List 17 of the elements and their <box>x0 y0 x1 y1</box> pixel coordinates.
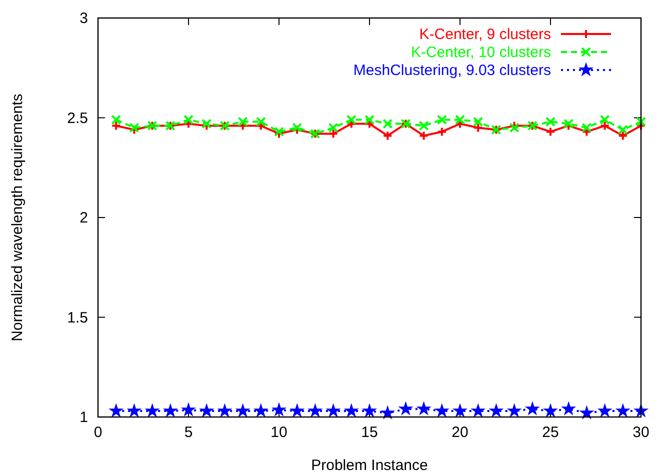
y-tick-label: 3 <box>80 10 88 27</box>
x-axis-title: Problem Instance <box>311 457 428 474</box>
x-tick-label: 15 <box>361 424 378 441</box>
y-tick-label: 1.5 <box>67 309 88 326</box>
y-tick-label: 2.5 <box>67 110 88 127</box>
x-tick-label: 5 <box>184 424 193 441</box>
y-tick-label: 1 <box>80 409 88 426</box>
legend-label: K-Center, 10 clusters <box>410 44 551 61</box>
x-tick-label: 0 <box>94 424 102 441</box>
y-axis-title: Normalized wavelength requirements <box>9 94 26 342</box>
x-tick-label: 30 <box>632 424 650 441</box>
y-tick-label: 2 <box>80 210 88 226</box>
legend-label: MeshClustering, 9.03 clusters <box>353 62 551 79</box>
legend-label: K-Center, 9 clusters <box>419 26 551 43</box>
x-tick-label: 10 <box>270 424 288 441</box>
x-tick-label: 20 <box>452 424 468 441</box>
x-tick-label: 25 <box>542 424 559 441</box>
